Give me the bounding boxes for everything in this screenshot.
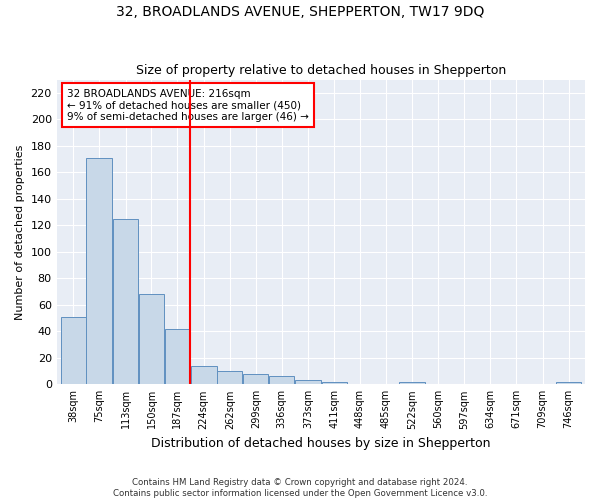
Bar bbox=[269, 376, 294, 384]
Bar bbox=[61, 316, 86, 384]
Text: 32, BROADLANDS AVENUE, SHEPPERTON, TW17 9DQ: 32, BROADLANDS AVENUE, SHEPPERTON, TW17 … bbox=[116, 5, 484, 19]
X-axis label: Distribution of detached houses by size in Shepperton: Distribution of detached houses by size … bbox=[151, 437, 491, 450]
Bar bbox=[191, 366, 217, 384]
Bar bbox=[113, 218, 138, 384]
Text: Contains HM Land Registry data © Crown copyright and database right 2024.
Contai: Contains HM Land Registry data © Crown c… bbox=[113, 478, 487, 498]
Bar bbox=[217, 371, 242, 384]
Text: 32 BROADLANDS AVENUE: 216sqm
← 91% of detached houses are smaller (450)
9% of se: 32 BROADLANDS AVENUE: 216sqm ← 91% of de… bbox=[67, 88, 309, 122]
Bar bbox=[556, 382, 581, 384]
Bar bbox=[165, 328, 190, 384]
Bar bbox=[139, 294, 164, 384]
Bar bbox=[322, 382, 347, 384]
Y-axis label: Number of detached properties: Number of detached properties bbox=[15, 144, 25, 320]
Bar bbox=[295, 380, 321, 384]
Title: Size of property relative to detached houses in Shepperton: Size of property relative to detached ho… bbox=[136, 64, 506, 77]
Bar bbox=[243, 374, 268, 384]
Bar bbox=[399, 382, 425, 384]
Bar bbox=[86, 158, 112, 384]
